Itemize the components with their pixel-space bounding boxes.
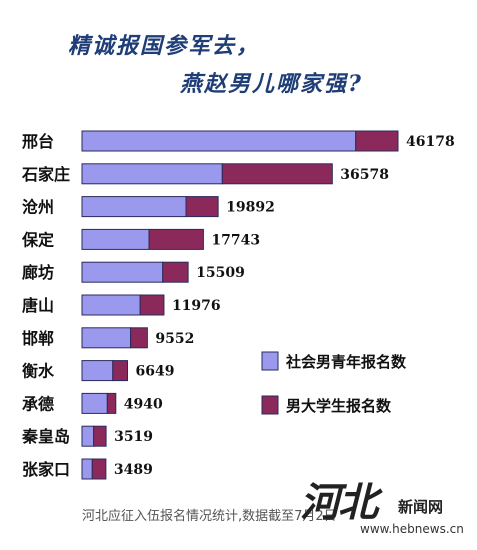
total-value-label: 6649: [135, 364, 174, 380]
chart-title-line1: 精诚报国参军去，: [68, 33, 261, 59]
data-caption: 河北应征入伍报名情况统计,数据截至7月2日: [82, 509, 337, 524]
site-logo: 河北: [300, 479, 378, 526]
bar-segment-social-youth: [81, 294, 141, 316]
bar-segment-college: [106, 392, 117, 414]
category-label: 唐山: [22, 296, 54, 315]
category-label: 石家庄: [21, 165, 70, 184]
bar-segment-college: [91, 458, 107, 480]
category-label: 沧州: [22, 198, 54, 217]
legend-swatch-social-youth: [261, 351, 279, 371]
bar-segment-college: [112, 360, 128, 382]
bar-segment-social-youth: [81, 327, 132, 349]
bar-segment-college: [355, 130, 399, 152]
category-label: 邯郸: [22, 329, 54, 348]
total-value-label: 15509: [196, 265, 245, 281]
category-label: 保定: [21, 230, 54, 249]
bar-segment-social-youth: [81, 228, 150, 250]
bar-segment-social-youth: [81, 196, 187, 218]
category-label: 承德: [22, 394, 54, 413]
bar-segment-social-youth: [81, 392, 108, 414]
bar-segment-social-youth: [81, 458, 93, 480]
bar-segment-college: [185, 196, 219, 218]
total-value-label: 36578: [340, 167, 389, 183]
bar-segment-college: [162, 261, 189, 283]
bar-segment-social-youth: [81, 360, 114, 382]
total-value-label: 17743: [211, 232, 260, 248]
total-value-label: 3489: [114, 462, 153, 478]
category-label: 张家口: [22, 460, 70, 479]
category-label: 廊坊: [22, 263, 54, 282]
bar-segment-social-youth: [81, 130, 357, 152]
chart-title-line2: 燕赵男儿哪家强?: [180, 71, 363, 97]
site-url: www.hebnews.cn: [360, 522, 464, 536]
bar-segment-college: [130, 327, 148, 349]
bar-segment-college: [139, 294, 165, 316]
total-value-label: 46178: [406, 134, 455, 150]
category-label: 衡水: [22, 362, 55, 381]
bar-segment-social-youth: [81, 261, 164, 283]
category-label: 邢台: [21, 132, 54, 151]
total-value-label: 9552: [155, 331, 194, 347]
bar-segment-college: [221, 163, 333, 185]
total-value-label: 3519: [114, 429, 153, 445]
legend-label-college: 男大学生报名数: [286, 397, 392, 415]
bar-segment-social-youth: [81, 163, 223, 185]
total-value-label: 11976: [172, 298, 221, 314]
site-name: 新闻网: [398, 498, 444, 516]
bar-segment-college: [93, 425, 107, 447]
total-value-label: 19892: [226, 200, 275, 216]
category-label: 秦皇岛: [21, 427, 70, 446]
legend-label-social-youth: 社会男青年报名数: [285, 353, 407, 371]
legend-swatch-college: [261, 395, 279, 415]
bar-segment-social-youth: [81, 425, 95, 447]
bar-segment-college: [148, 228, 204, 250]
total-value-label: 4940: [124, 396, 163, 412]
